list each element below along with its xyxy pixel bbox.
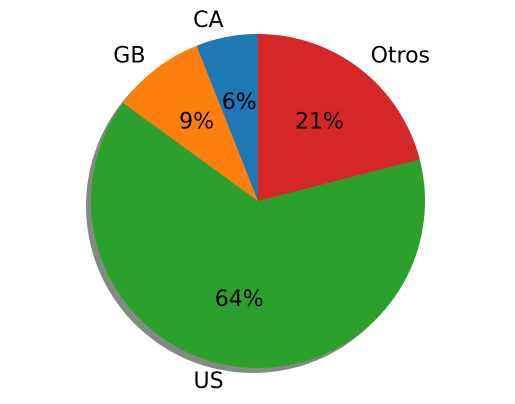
pie-pct-gb: 9% xyxy=(179,109,214,134)
pie-slice-ca xyxy=(196,34,258,201)
pie-slices-group xyxy=(91,34,425,368)
pie-label-gb: GB xyxy=(113,43,145,68)
pie-label-otros: Otros xyxy=(371,43,430,68)
pie-pct-otros: 21% xyxy=(295,109,344,134)
pie-label-us: US xyxy=(193,369,223,394)
pie-pct-ca: 6% xyxy=(222,90,257,115)
pie-label-ca: CA xyxy=(193,8,223,33)
pie-slice-us xyxy=(91,102,425,368)
pie-slice-gb xyxy=(122,45,258,201)
pie-slice-otros xyxy=(258,34,420,201)
pie-pct-us: 64% xyxy=(215,287,264,312)
pie-labels-group: CA 6% GB 9% US 64% Otros 21% xyxy=(113,8,430,394)
